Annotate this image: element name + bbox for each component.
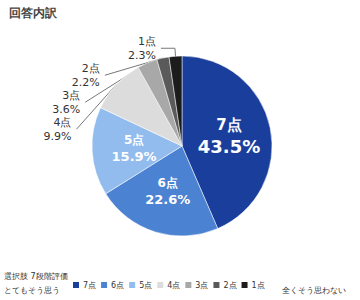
svg-text:2点: 2点 [223, 281, 236, 290]
svg-text:3点: 3点 [62, 89, 80, 102]
svg-text:9.9%: 9.9% [43, 130, 71, 143]
svg-text:43.5%: 43.5% [198, 136, 260, 157]
svg-text:2.3%: 2.3% [128, 49, 156, 62]
svg-text:3点: 3点 [195, 281, 208, 290]
svg-text:5点: 5点 [124, 133, 144, 147]
svg-text:選択肢 7段階評価: 選択肢 7段階評価 [4, 272, 68, 281]
svg-text:6点: 6点 [158, 176, 178, 190]
svg-text:回答内訳: 回答内訳 [9, 6, 58, 20]
svg-text:4点: 4点 [167, 281, 180, 290]
svg-text:15.9%: 15.9% [112, 149, 157, 164]
svg-text:2.2%: 2.2% [72, 76, 100, 89]
svg-text:3.6%: 3.6% [52, 103, 80, 116]
svg-text:とてもそう思う: とてもそう思う [4, 286, 60, 295]
svg-text:22.6%: 22.6% [145, 192, 190, 207]
svg-text:6点: 6点 [111, 281, 124, 290]
svg-text:7点: 7点 [83, 281, 96, 290]
svg-text:1点: 1点 [252, 281, 265, 290]
svg-text:4点: 4点 [53, 116, 71, 129]
svg-text:全くそう思わない: 全くそう思わない [282, 286, 346, 295]
svg-text:5点: 5点 [139, 281, 152, 290]
svg-text:1点: 1点 [138, 35, 156, 48]
svg-text:2点: 2点 [82, 62, 100, 75]
svg-text:7点: 7点 [216, 116, 241, 134]
